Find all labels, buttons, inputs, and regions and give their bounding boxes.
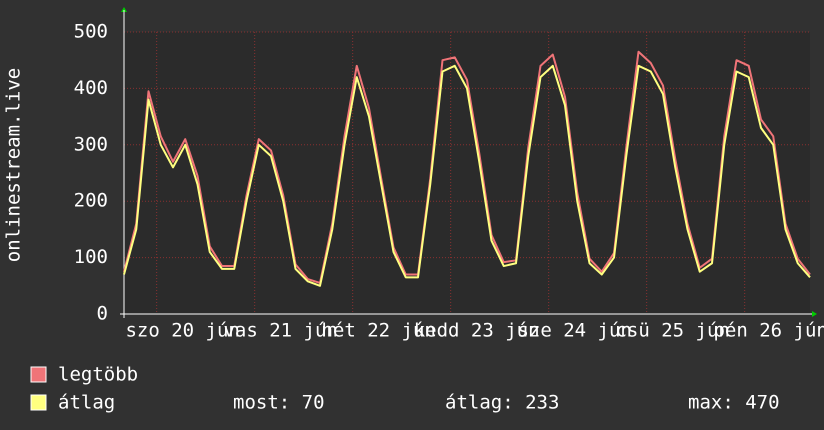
y-tick-label: 100 (74, 246, 108, 268)
legend-label: átlag (58, 392, 115, 414)
legend-swatch (30, 366, 47, 383)
x-tick-label: vas 21 jún (223, 320, 337, 342)
x-tick-label: sze 24 jún (517, 320, 631, 342)
x-tick-label: csü 25 jún (615, 320, 729, 342)
stat-label: max: 470 (688, 392, 780, 414)
y-axis-arrow (121, 7, 127, 12)
series-line (123, 64, 811, 287)
x-tick-label: hét 22 jún (321, 320, 435, 342)
y-tick-label: 400 (74, 77, 108, 99)
stat-label: most: 70 (233, 392, 325, 414)
y-tick-label: 300 (74, 133, 108, 155)
y-axis-label: onlinestream.live (3, 68, 25, 262)
x-axis-arrow (812, 311, 817, 317)
plot-area (124, 32, 810, 314)
legend-swatch (30, 394, 47, 411)
stat-label: átlag: 233 (445, 392, 559, 414)
x-tick-label: kedd 23 jún (414, 320, 540, 342)
y-tick-label: 0 (97, 303, 108, 325)
x-tick-label: szo 20 jún (125, 320, 239, 342)
y-tick-label: 500 (74, 21, 108, 43)
y-tick-label: 200 (74, 190, 108, 212)
legend-label: legtöbb (58, 364, 138, 386)
x-tick-label: pén 26 jún (713, 320, 824, 342)
